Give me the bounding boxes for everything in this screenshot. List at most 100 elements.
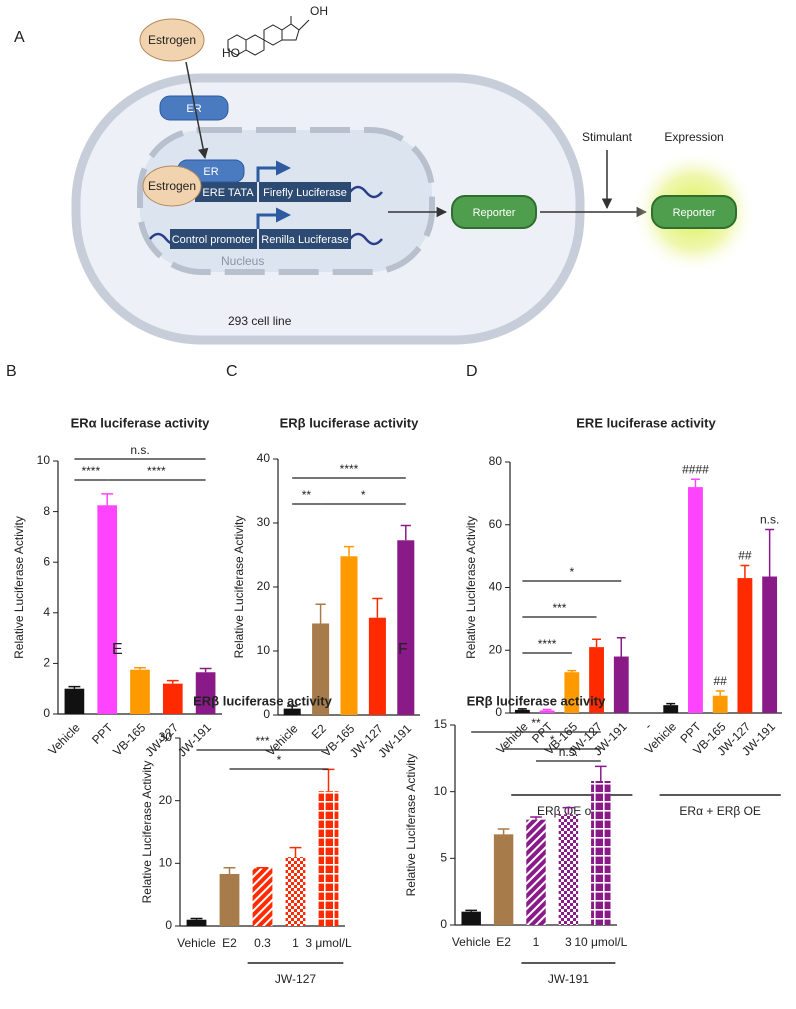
reporter [451, 195, 537, 229]
y-tick-label: 0 [43, 706, 50, 720]
error-bar [594, 765, 607, 781]
bar [762, 576, 778, 713]
y-tick-label: 80 [489, 454, 503, 468]
reporter [651, 195, 737, 229]
bar [64, 688, 85, 714]
estrogen [139, 18, 205, 62]
significance-label: *** [255, 734, 269, 748]
y-tick-label: 4 [43, 605, 50, 619]
x-tick-label: 3 [565, 935, 572, 949]
y-tick-label: 8 [43, 504, 50, 518]
chart: C ERβ luciferase activity Relative Lucifer… [226, 363, 420, 760]
chart: B ERα luciferase activity Relative Lucifer… [6, 363, 222, 759]
y-tick-label: 0 [263, 707, 270, 721]
bar [663, 705, 679, 713]
label: Stimulant [582, 130, 633, 144]
significance-label: **** [340, 462, 359, 476]
bar [368, 617, 386, 715]
bar [285, 857, 306, 926]
error-bar [530, 816, 542, 820]
error-bar [343, 545, 355, 557]
error-bar [765, 528, 775, 577]
y-tick-label: 10 [159, 856, 173, 870]
bar [589, 647, 604, 713]
error-bar [68, 685, 81, 689]
x-tick-label: JW-191 [175, 720, 214, 759]
y-tick-label: 20 [489, 642, 503, 656]
y-axis-label: Relative Luciferase Activity [464, 516, 478, 659]
y-tick-label: 10 [37, 453, 51, 467]
bar [219, 873, 240, 926]
error-bar [715, 690, 725, 696]
label: Firefly Luciferase [263, 187, 347, 199]
label: Estrogen [148, 33, 196, 47]
group-label: JW-127 [275, 972, 316, 986]
bar-label: ## [738, 549, 752, 563]
label: Renilla Luciferase [261, 234, 348, 246]
chart-title: ERβ luciferase activity [280, 415, 419, 430]
x-tick-label: 1 [533, 935, 540, 949]
significance-label: **** [147, 464, 166, 478]
label: Nucleus [221, 254, 264, 268]
error-bar [567, 669, 577, 673]
bar [340, 556, 358, 715]
gene-box [259, 229, 351, 249]
y-tick-label: 2 [43, 656, 50, 670]
y-tick-label: 40 [257, 451, 271, 465]
x-tick-label: 3 μmol/L [305, 936, 352, 950]
panel-letter: C [226, 363, 238, 380]
label: Estrogen [148, 179, 196, 193]
chart: D ERE luciferase activity Relative Lucifer… [464, 363, 782, 818]
x-tick-label: 1 [292, 936, 299, 950]
significance-label: **** [538, 637, 557, 651]
error-bar [562, 806, 575, 815]
bar [613, 656, 629, 713]
error-bar [223, 866, 236, 874]
chart: E ERβ luciferase activity Relative Lucifer… [112, 641, 352, 986]
error-bar [542, 708, 552, 711]
bar [97, 505, 118, 714]
arrow [185, 61, 209, 160]
bar [252, 868, 273, 926]
panel-letter: F [398, 641, 408, 658]
x-tick-label: Vehicle [45, 720, 82, 757]
error-bar [289, 846, 302, 858]
bar-label: #### [682, 462, 709, 476]
error-bar [166, 679, 179, 684]
label: ER [186, 103, 201, 115]
bar [539, 710, 555, 713]
significance-label: * [550, 733, 555, 747]
y-tick-label: 60 [489, 517, 503, 531]
bar [558, 814, 579, 925]
x-tick-label: Vehicle [493, 719, 530, 756]
significance-label: n.s. [559, 745, 578, 759]
panel-letter: A [14, 29, 25, 46]
x-tick-label: E2 [222, 936, 237, 950]
y-tick-label: 15 [434, 717, 448, 731]
label: OH [310, 4, 328, 18]
y-tick-label: 0 [495, 705, 502, 719]
error-bar [740, 564, 750, 579]
chart-title: ERα luciferase activity [71, 415, 211, 430]
error-bar [616, 636, 626, 657]
group-label: ERα + ERβ OE [679, 804, 761, 818]
x-tick-label: Vehicle [177, 936, 216, 950]
error-bar [400, 524, 411, 541]
estrogen [142, 165, 202, 207]
significance-label: *** [552, 601, 566, 615]
bar [712, 695, 728, 713]
error-bar [287, 705, 298, 709]
bar [318, 791, 339, 926]
error-bar [497, 828, 510, 835]
bar [461, 911, 481, 925]
y-tick-label: 30 [159, 730, 173, 744]
y-tick-label: 0 [440, 917, 447, 931]
label: Reporter [473, 207, 516, 219]
y-tick-label: 10 [257, 643, 271, 657]
bar-label: ## [714, 674, 728, 688]
error-bar [666, 702, 676, 706]
y-tick-label: 6 [43, 554, 50, 568]
promoter-arrow [256, 160, 291, 182]
label: Reporter [673, 207, 716, 219]
